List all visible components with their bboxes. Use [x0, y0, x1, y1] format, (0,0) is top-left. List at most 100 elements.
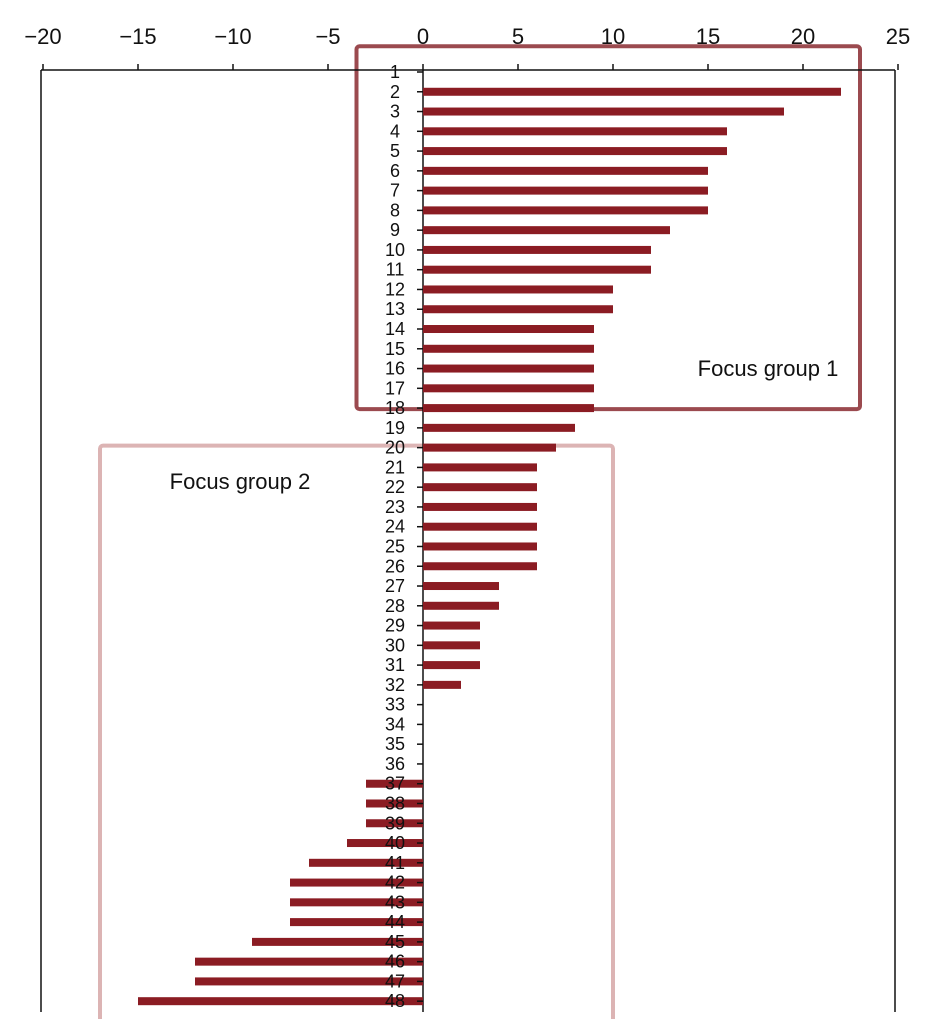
category-label: 3 — [390, 102, 400, 122]
focus-group-2-label: Focus group 2 — [170, 469, 311, 494]
category-label: 5 — [390, 141, 400, 161]
category-label: 35 — [385, 734, 405, 754]
bar-25 — [423, 542, 537, 551]
bar-15 — [423, 344, 594, 353]
category-label: 4 — [390, 121, 400, 141]
bar-21 — [423, 463, 537, 472]
category-label: 40 — [385, 833, 405, 853]
bar-23 — [423, 502, 537, 511]
x-tick-label: 25 — [886, 24, 910, 49]
bar-19 — [423, 423, 575, 432]
category-label: 24 — [385, 517, 405, 537]
bar-30 — [423, 641, 480, 650]
bar-8 — [423, 206, 708, 215]
category-label: 13 — [385, 299, 405, 319]
bar-6 — [423, 166, 708, 175]
category-label: 48 — [385, 991, 405, 1011]
category-label: 46 — [385, 952, 405, 972]
x-tick-label: −10 — [214, 24, 251, 49]
category-label: 43 — [385, 892, 405, 912]
category-label: 47 — [385, 971, 405, 991]
bar-42 — [290, 878, 423, 887]
bar-32 — [423, 680, 461, 689]
category-label: 34 — [385, 714, 405, 734]
x-tick-label: −20 — [24, 24, 61, 49]
category-label: 12 — [385, 279, 405, 299]
bar-28 — [423, 601, 499, 610]
bar-45 — [252, 937, 423, 946]
category-label: 1 — [390, 62, 400, 82]
category-label: 37 — [385, 774, 405, 794]
bar-11 — [423, 265, 651, 274]
bar-7 — [423, 186, 708, 195]
category-label: 10 — [385, 240, 405, 260]
bar-3 — [423, 107, 784, 116]
x-tick-label: 20 — [791, 24, 815, 49]
category-label: 17 — [385, 378, 405, 398]
category-label: 31 — [385, 655, 405, 675]
bar-9 — [423, 226, 670, 235]
bar-40 — [347, 839, 423, 848]
x-tick-label: −5 — [315, 24, 340, 49]
bar-2 — [423, 87, 841, 96]
x-tick-label: 5 — [512, 24, 524, 49]
category-label: 45 — [385, 932, 405, 952]
category-label: 41 — [385, 853, 405, 873]
x-tick-label: 15 — [696, 24, 720, 49]
category-label: 38 — [385, 793, 405, 813]
category-label: 9 — [390, 220, 400, 240]
category-label: 27 — [385, 576, 405, 596]
bar-24 — [423, 522, 537, 531]
bar-39 — [366, 819, 423, 828]
x-tick-label: 10 — [601, 24, 625, 49]
category-label: 26 — [385, 556, 405, 576]
bar-41 — [309, 858, 423, 867]
category-label: 7 — [390, 181, 400, 201]
bar-13 — [423, 305, 613, 314]
category-label: 20 — [385, 438, 405, 458]
focus-group-box-2 — [98, 443, 615, 1019]
category-label: 42 — [385, 873, 405, 893]
bar-48 — [138, 997, 423, 1006]
category-label: 16 — [385, 359, 405, 379]
category-label: 8 — [390, 200, 400, 220]
bar-17 — [423, 384, 594, 393]
bar-31 — [423, 661, 480, 670]
category-label: 33 — [385, 695, 405, 715]
bar-43 — [290, 898, 423, 907]
category-label: 11 — [386, 260, 405, 280]
bar-12 — [423, 285, 613, 294]
category-label: 28 — [385, 596, 405, 616]
bar-16 — [423, 364, 594, 373]
category-label: 23 — [385, 497, 405, 517]
category-label: 2 — [390, 82, 400, 102]
focus-group-box-1 — [354, 44, 862, 412]
bar-27 — [423, 582, 499, 591]
bar-29 — [423, 621, 480, 630]
bar-4 — [423, 127, 727, 136]
category-label: 18 — [385, 398, 405, 418]
category-label: 14 — [385, 319, 405, 339]
bar-14 — [423, 325, 594, 334]
bar-46 — [195, 957, 423, 966]
category-label: 25 — [385, 536, 405, 556]
bar-22 — [423, 483, 537, 492]
category-label: 36 — [385, 754, 405, 774]
category-label: 30 — [385, 635, 405, 655]
category-label: 39 — [385, 813, 405, 833]
x-tick-label: 0 — [417, 24, 429, 49]
category-label: 44 — [385, 912, 405, 932]
bar-44 — [290, 918, 423, 927]
category-label: 19 — [385, 418, 405, 438]
bar-10 — [423, 245, 651, 254]
category-label: 6 — [390, 161, 400, 181]
category-label: 29 — [385, 616, 405, 636]
category-label: 22 — [385, 477, 405, 497]
bar-37 — [366, 779, 423, 788]
x-tick-label: −15 — [119, 24, 156, 49]
bar-20 — [423, 443, 556, 452]
category-label: 15 — [385, 339, 405, 359]
category-label: 32 — [385, 675, 405, 695]
bar-47 — [195, 977, 423, 986]
